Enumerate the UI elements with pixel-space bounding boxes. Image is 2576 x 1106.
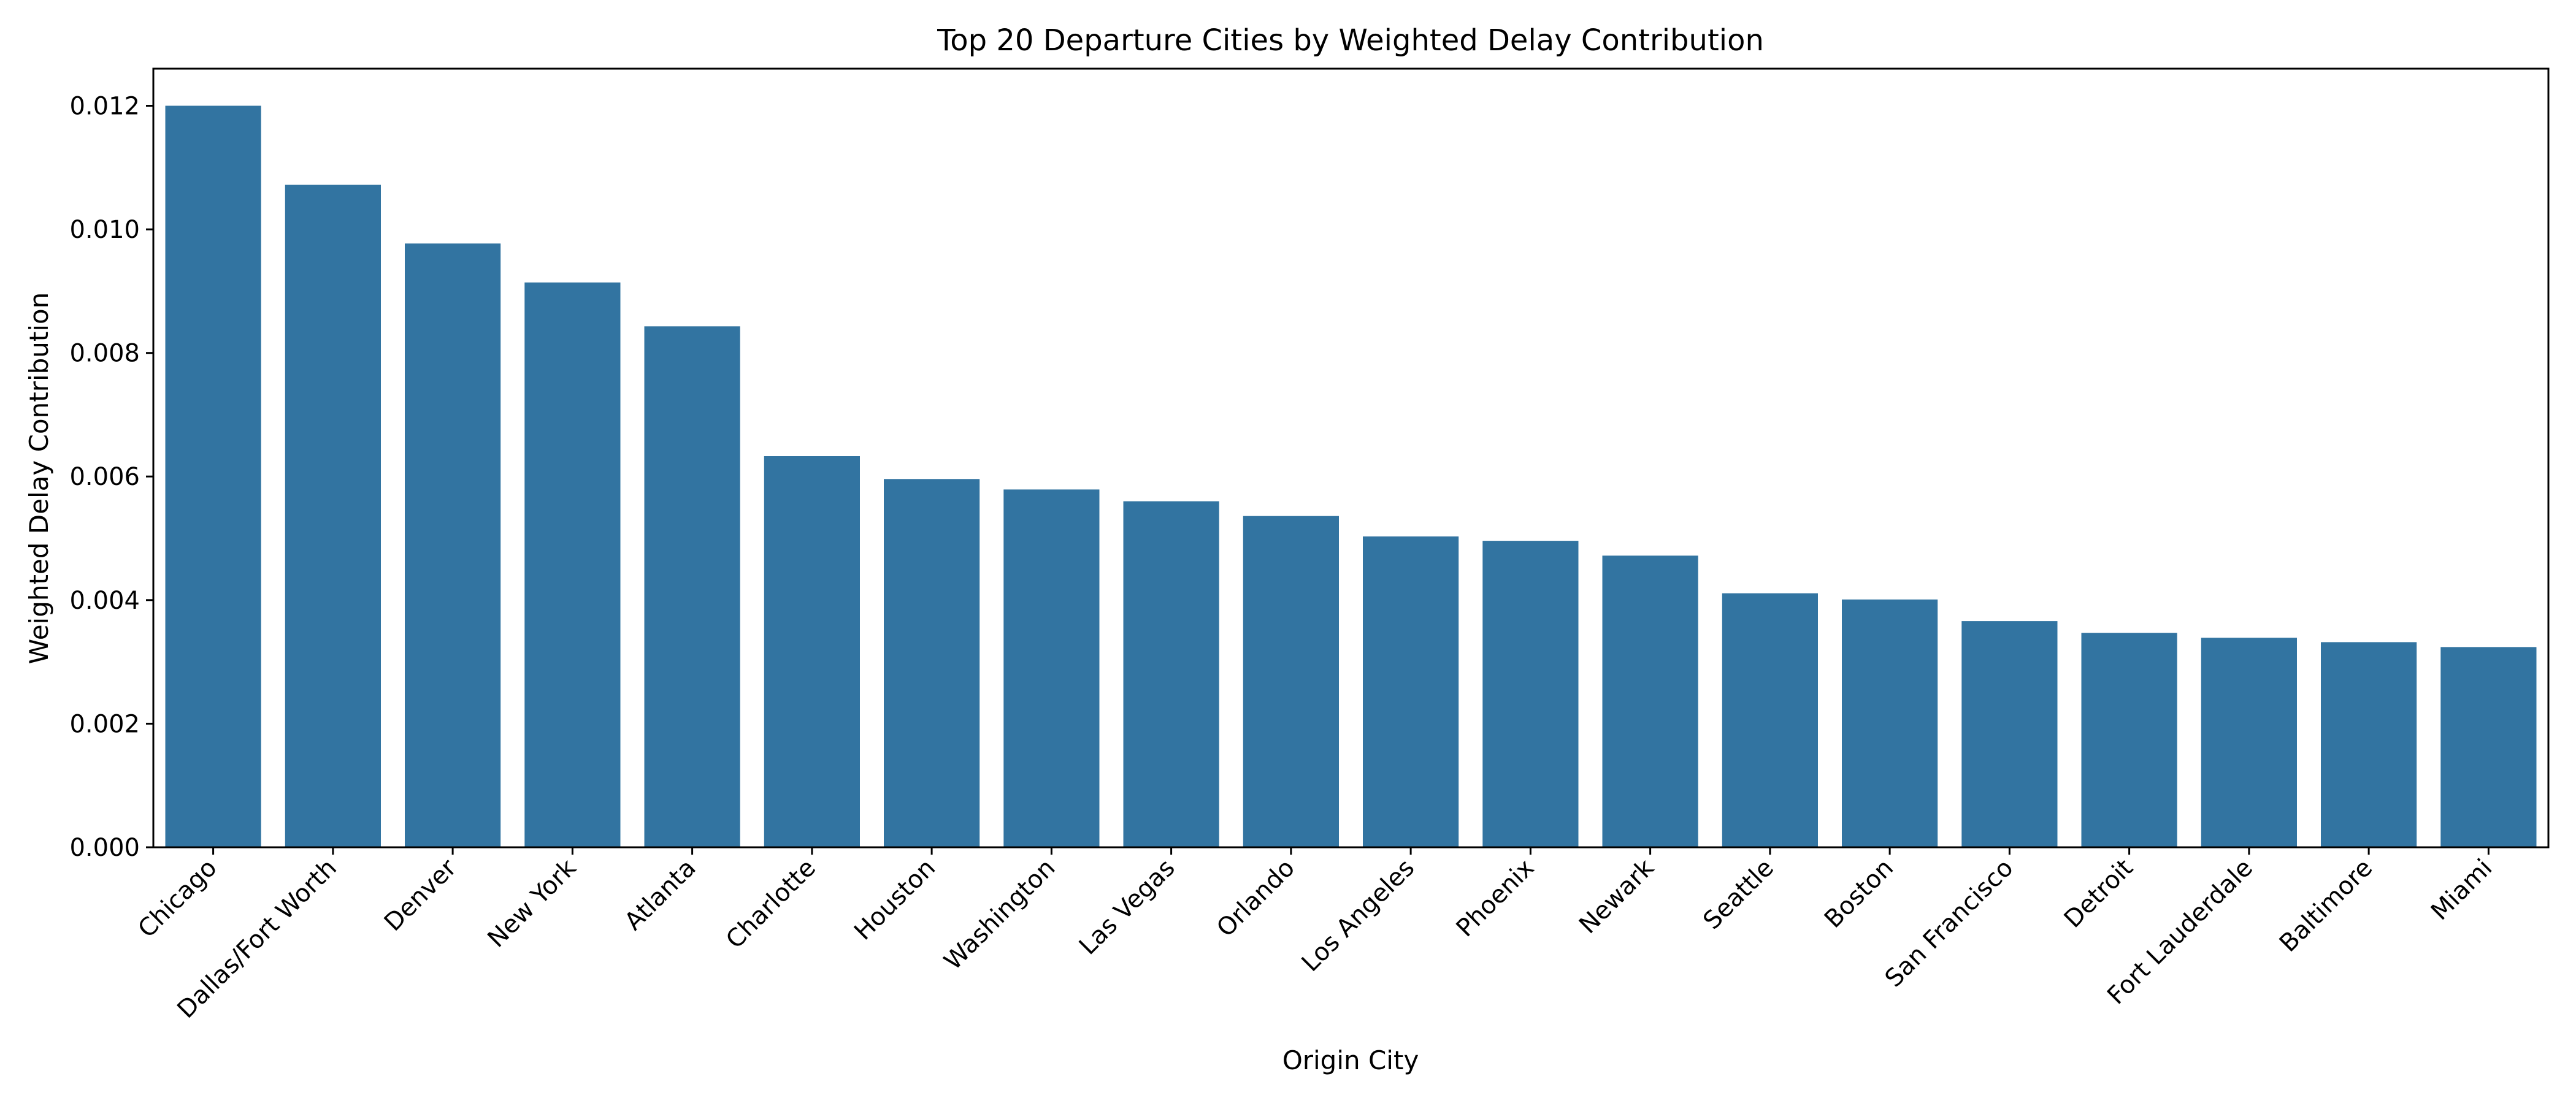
y-tick-label: 0.002 xyxy=(69,710,140,738)
bar-detroit xyxy=(2081,633,2177,847)
x-tick-label: Atlanta xyxy=(619,854,702,936)
y-tick-label: 0.012 xyxy=(69,93,140,121)
bar-los-angeles xyxy=(1363,536,1459,847)
bar-fort-lauderdale xyxy=(2201,638,2297,847)
x-tick-label: Houston xyxy=(849,854,941,946)
y-tick-label: 0.008 xyxy=(69,340,140,368)
y-tick-label: 0.010 xyxy=(69,216,140,244)
bar-seattle xyxy=(1722,593,1818,847)
bar-chicago xyxy=(165,105,261,847)
x-tick-label: Las Vegas xyxy=(1074,854,1181,961)
bar-baltimore xyxy=(2321,642,2417,847)
x-tick-label: Los Angeles xyxy=(1297,854,1420,977)
x-tick-label: Chicago xyxy=(132,854,222,944)
y-axis-label: Weighted Delay Contribution xyxy=(24,292,54,665)
bar-denver xyxy=(405,243,501,847)
x-tick-label: Denver xyxy=(379,853,462,937)
bar-dallas-fort-worth xyxy=(285,185,381,847)
bar-san-francisco xyxy=(1961,621,2058,847)
bar-orlando xyxy=(1243,516,1339,847)
bar-new-york xyxy=(524,282,621,847)
bar-houston xyxy=(884,479,980,847)
bar-boston xyxy=(1842,599,1938,847)
x-tick-label: Boston xyxy=(1819,854,1899,934)
x-tick-label: New York xyxy=(482,853,582,953)
x-tick-label: San Francisco xyxy=(1880,854,2019,993)
bar-miami xyxy=(2440,647,2537,847)
x-tick-label: Seattle xyxy=(1698,854,1779,936)
x-tick-label: Miami xyxy=(2426,854,2498,926)
x-tick-label: Charlotte xyxy=(721,854,821,955)
x-tick-label: Washington xyxy=(939,854,1061,976)
x-tick-label: Detroit xyxy=(2059,854,2139,934)
y-tick-label: 0.000 xyxy=(69,834,140,862)
x-tick-label: Orlando xyxy=(1211,854,1300,943)
y-tick-label: 0.006 xyxy=(69,463,140,491)
chart-title: Top 20 Departure Cities by Weighted Dela… xyxy=(937,23,1764,58)
plot-area-frame xyxy=(152,67,2550,849)
bar-newark xyxy=(1602,555,1698,847)
x-axis-label: Origin City xyxy=(1282,1045,1419,1075)
bar-phoenix xyxy=(1482,541,1579,847)
bar-atlanta xyxy=(644,326,740,847)
x-tick-label: Phoenix xyxy=(1451,854,1540,943)
x-tick-label: Baltimore xyxy=(2274,854,2378,958)
x-tick-label: Newark xyxy=(1574,853,1660,939)
y-axis-ticks: 0.000 0.002 0.004 0.006 0.008 0.010 0.012 xyxy=(69,93,153,862)
bar-las-vegas xyxy=(1123,501,1219,847)
bar-washington xyxy=(1003,489,1100,847)
bars-group xyxy=(165,105,2537,847)
y-tick-label: 0.004 xyxy=(69,587,140,615)
bar-charlotte xyxy=(764,456,860,847)
